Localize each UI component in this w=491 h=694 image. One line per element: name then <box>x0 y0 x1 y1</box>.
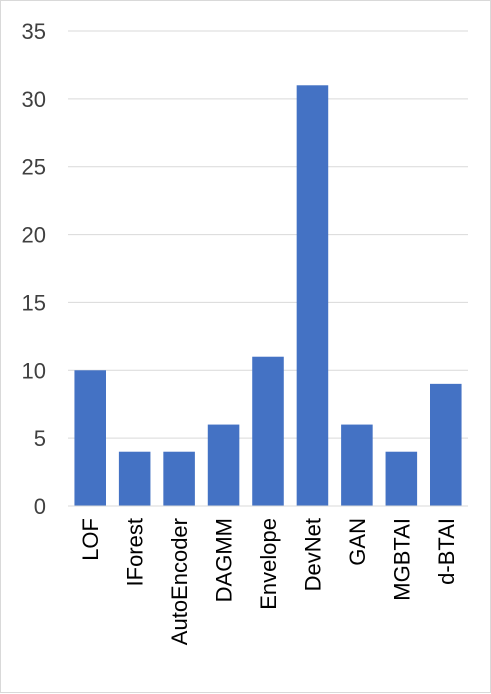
x-category-label: DevNet <box>300 518 325 591</box>
x-category-label: d-BTAI <box>434 518 459 585</box>
y-tick-label: 25 <box>22 155 46 180</box>
bar-d-btai <box>430 383 462 506</box>
bar-devnet <box>296 85 329 507</box>
x-category-label: LOF <box>78 518 103 561</box>
gridlines <box>68 30 468 439</box>
bar-mgbtai <box>385 451 418 506</box>
y-tick-label: 20 <box>22 223 46 248</box>
y-tick-label: 10 <box>22 358 46 383</box>
x-category-label: AutoEncoder <box>167 518 192 645</box>
bar-iforest <box>118 451 151 506</box>
bar-gan <box>341 424 373 506</box>
x-category-label: GAN <box>345 518 370 566</box>
y-axis-ticks: 0 5 10 15 20 25 30 35 <box>22 19 46 519</box>
bar-lof <box>74 370 106 506</box>
bar-dagmm <box>207 424 240 506</box>
bar-autoencoder <box>163 451 195 506</box>
x-category-label: DAGMM <box>212 518 237 602</box>
x-axis-category-labels: LOF IForest AutoEncoder DAGMM Envelope DevNet… <box>78 518 459 645</box>
bars <box>74 85 462 507</box>
x-category-label: Envelope <box>256 518 281 610</box>
y-tick-label: 5 <box>34 426 46 451</box>
x-category-label: MGBTAI <box>389 518 414 601</box>
y-tick-label: 15 <box>22 290 46 315</box>
y-tick-label: 35 <box>22 19 46 44</box>
y-tick-label: 0 <box>34 494 46 519</box>
x-category-label: IForest <box>123 518 148 586</box>
bar-envelope <box>252 356 284 506</box>
y-tick-label: 30 <box>22 87 46 112</box>
